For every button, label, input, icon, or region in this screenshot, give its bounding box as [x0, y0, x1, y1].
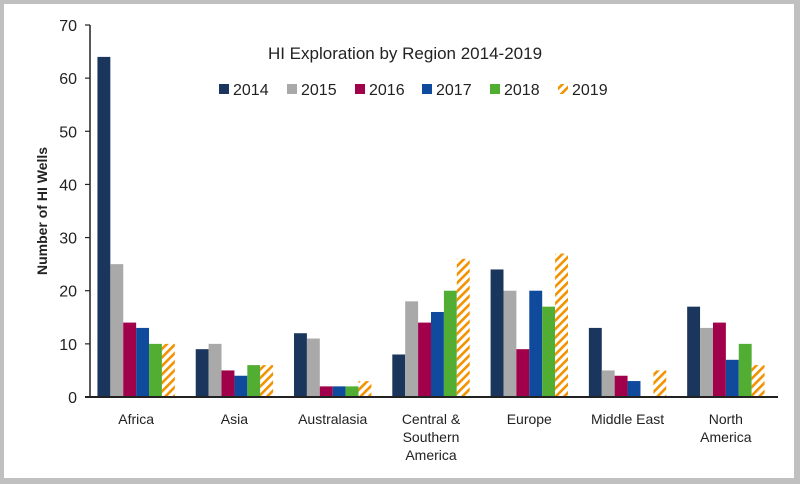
bar-2019-2 — [358, 381, 372, 397]
legend-swatch-2018 — [490, 84, 500, 94]
bar-2016-4 — [516, 349, 530, 397]
bar-2016-0 — [123, 322, 137, 397]
bar-2015-1 — [208, 343, 222, 397]
bar-2017-6 — [725, 359, 739, 397]
bar-2015-4 — [503, 290, 517, 397]
y-tick-label: 20 — [59, 284, 77, 301]
y-axis: 0 10 20 30 40 50 60 70 — [59, 18, 91, 407]
chart-title: HI Exploration by Region 2014-2019 — [268, 44, 542, 63]
legend-label-2016: 2016 — [369, 82, 405, 99]
legend-swatch-2014 — [219, 84, 229, 94]
legend-label-2017: 2017 — [436, 82, 472, 99]
bar-2016-1 — [221, 370, 235, 397]
bar-2015-2 — [306, 338, 320, 397]
bar-2014-6 — [687, 306, 701, 397]
y-tick-label: 50 — [59, 124, 77, 141]
bar-2014-1 — [195, 349, 209, 397]
legend-swatch-2015 — [287, 84, 297, 94]
bar-2019-6 — [751, 365, 765, 397]
bar-2014-4 — [490, 269, 504, 397]
bar-2016-6 — [712, 322, 726, 397]
bar-2019-1 — [260, 365, 274, 397]
chart-frame — [4, 4, 794, 478]
bar-2015-6 — [700, 327, 713, 397]
x-axis: Africa Asia Australasia Central & Southern Am… — [85, 396, 778, 463]
bar-2019-3 — [456, 258, 470, 397]
bar-2017-3 — [431, 311, 444, 397]
bar-2014-3 — [392, 354, 406, 397]
bar-2019-5 — [653, 370, 667, 397]
bar-2017-2 — [332, 386, 346, 397]
legend-label-2014: 2014 — [233, 82, 269, 99]
bar-2018-0 — [149, 343, 162, 397]
bar-2019-4 — [555, 253, 568, 397]
bar-2017-5 — [627, 381, 641, 397]
y-axis-label: Number of HI Wells — [34, 147, 50, 275]
bar-2018-4 — [542, 306, 556, 397]
y-tick-label: 70 — [59, 18, 77, 35]
bar-2015-3 — [405, 301, 419, 397]
x-tick-label: North America — [700, 411, 752, 445]
bar-2019-0 — [161, 343, 175, 397]
legend-swatch-2017 — [422, 84, 432, 94]
y-tick-label: 60 — [59, 71, 77, 88]
bar-2018-6 — [738, 343, 752, 397]
bar-2014-0 — [97, 56, 111, 397]
bar-2014-5 — [588, 327, 602, 397]
x-tick-label: Asia — [221, 411, 248, 427]
legend: 2014 2015 2016 2017 2018 2019 — [219, 82, 608, 99]
bar-2018-1 — [247, 365, 261, 397]
y-tick-label: 30 — [59, 231, 77, 248]
legend-label-2019: 2019 — [572, 82, 608, 99]
bar-2015-0 — [110, 264, 124, 397]
bar-2015-5 — [601, 370, 615, 397]
y-tick-label: 0 — [68, 390, 77, 407]
bar-2014-2 — [294, 333, 307, 397]
bar-2016-2 — [319, 386, 333, 397]
bar-2017-1 — [234, 375, 248, 397]
bar-2016-5 — [614, 375, 628, 397]
x-tick-label: Central & Southern America — [402, 411, 461, 463]
legend-swatch-2019 — [558, 84, 568, 94]
y-tick-label: 40 — [59, 177, 77, 194]
legend-label-2018: 2018 — [504, 82, 540, 99]
y-tick-label: 10 — [59, 337, 77, 354]
bar-2016-3 — [418, 322, 431, 397]
legend-swatch-2016 — [355, 84, 365, 94]
bar-2018-2 — [345, 386, 359, 397]
x-tick-label: Middle East — [591, 411, 664, 427]
legend-label-2015: 2015 — [301, 82, 337, 99]
x-tick-label: Australasia — [298, 411, 367, 427]
x-tick-label: Africa — [118, 411, 154, 427]
bar-2017-0 — [136, 327, 150, 397]
bars — [97, 56, 765, 397]
x-tick-label: Europe — [507, 411, 552, 427]
bar-2018-3 — [443, 290, 457, 397]
bar-2017-4 — [529, 290, 543, 397]
